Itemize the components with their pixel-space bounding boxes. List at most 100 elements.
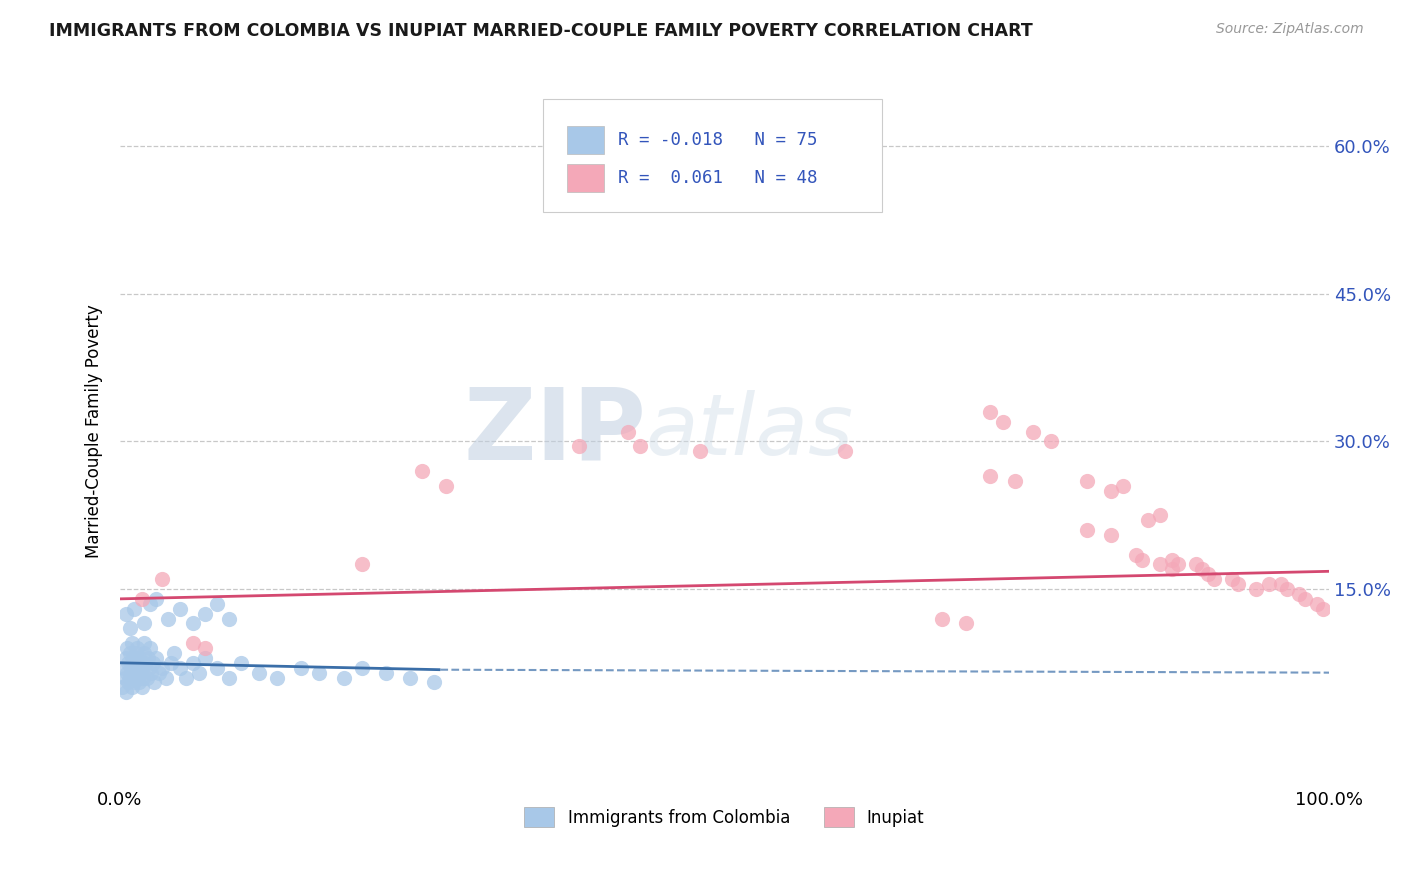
Legend: Immigrants from Colombia, Inupiat: Immigrants from Colombia, Inupiat bbox=[517, 800, 931, 834]
Point bbox=[115, 641, 138, 656]
Point bbox=[125, 646, 148, 660]
Point bbox=[121, 636, 143, 650]
Point bbox=[1191, 562, 1213, 576]
Point bbox=[399, 671, 422, 685]
Point bbox=[955, 616, 977, 631]
Point bbox=[350, 558, 373, 572]
Text: IMMIGRANTS FROM COLOMBIA VS INUPIAT MARRIED-COUPLE FAMILY POVERTY CORRELATION CH: IMMIGRANTS FROM COLOMBIA VS INUPIAT MARR… bbox=[49, 22, 1033, 40]
Point bbox=[125, 665, 148, 680]
Point bbox=[1270, 577, 1292, 591]
Point bbox=[115, 685, 138, 699]
Point bbox=[150, 661, 173, 675]
Point bbox=[127, 656, 149, 670]
Text: atlas: atlas bbox=[645, 390, 853, 473]
Point bbox=[194, 607, 217, 621]
Point bbox=[142, 656, 165, 670]
Point bbox=[1125, 548, 1147, 562]
Point bbox=[134, 616, 156, 631]
Point bbox=[112, 661, 135, 675]
Point bbox=[991, 415, 1014, 429]
Point bbox=[1099, 528, 1122, 542]
Point bbox=[111, 681, 134, 695]
Point bbox=[375, 665, 398, 680]
Point bbox=[1149, 508, 1171, 523]
Point bbox=[127, 671, 149, 685]
Point bbox=[1246, 582, 1268, 596]
Point bbox=[120, 661, 142, 675]
Text: Source: ZipAtlas.com: Source: ZipAtlas.com bbox=[1216, 22, 1364, 37]
Point bbox=[194, 641, 217, 656]
Point bbox=[266, 671, 288, 685]
Point bbox=[436, 479, 458, 493]
Point bbox=[159, 656, 181, 670]
Point bbox=[1160, 552, 1182, 566]
Point bbox=[290, 661, 312, 675]
Point bbox=[115, 651, 138, 665]
Point bbox=[132, 671, 155, 685]
Point bbox=[128, 651, 150, 665]
Point bbox=[131, 681, 153, 695]
Point bbox=[118, 671, 141, 685]
Point bbox=[308, 665, 330, 680]
Point bbox=[138, 661, 160, 675]
Point bbox=[194, 651, 217, 665]
Point bbox=[121, 681, 143, 695]
Point bbox=[176, 671, 198, 685]
Point bbox=[1312, 601, 1334, 615]
Point bbox=[411, 464, 433, 478]
Point bbox=[1257, 577, 1279, 591]
Point bbox=[148, 665, 170, 680]
Point bbox=[1130, 552, 1153, 566]
Point bbox=[181, 616, 204, 631]
Point bbox=[124, 661, 146, 675]
Point bbox=[124, 601, 146, 615]
Point bbox=[121, 656, 143, 670]
Point bbox=[616, 425, 638, 439]
Point bbox=[1167, 558, 1189, 572]
Point bbox=[187, 665, 209, 680]
Point bbox=[689, 444, 711, 458]
FancyBboxPatch shape bbox=[567, 164, 603, 192]
Point bbox=[134, 636, 156, 650]
Point bbox=[157, 611, 180, 625]
FancyBboxPatch shape bbox=[567, 126, 603, 154]
Point bbox=[1112, 479, 1135, 493]
Point bbox=[1275, 582, 1298, 596]
Text: R = -0.018   N = 75: R = -0.018 N = 75 bbox=[619, 131, 818, 149]
Point bbox=[135, 671, 157, 685]
Point bbox=[979, 469, 1001, 483]
Point bbox=[115, 607, 138, 621]
Point bbox=[181, 636, 204, 650]
Point bbox=[122, 651, 145, 665]
Y-axis label: Married-Couple Family Poverty: Married-Couple Family Poverty bbox=[86, 305, 103, 558]
Point bbox=[979, 405, 1001, 419]
Point bbox=[1204, 572, 1226, 586]
Point bbox=[1136, 513, 1159, 527]
Point bbox=[145, 651, 167, 665]
Point bbox=[131, 591, 153, 606]
Point bbox=[229, 656, 252, 670]
Point bbox=[115, 665, 138, 680]
Point bbox=[1076, 474, 1098, 488]
Point bbox=[423, 675, 446, 690]
Point bbox=[1022, 425, 1045, 439]
Point bbox=[114, 671, 136, 685]
Point bbox=[122, 671, 145, 685]
Point bbox=[128, 675, 150, 690]
Point bbox=[1197, 567, 1219, 582]
Point bbox=[124, 675, 146, 690]
Point bbox=[1288, 587, 1310, 601]
Point bbox=[142, 675, 165, 690]
FancyBboxPatch shape bbox=[543, 99, 882, 212]
Point bbox=[129, 665, 152, 680]
Point bbox=[134, 656, 156, 670]
Point bbox=[1306, 597, 1329, 611]
Point bbox=[628, 439, 651, 453]
Point bbox=[1220, 572, 1243, 586]
Point bbox=[169, 601, 191, 615]
Point bbox=[1227, 577, 1250, 591]
Point bbox=[1099, 483, 1122, 498]
Point bbox=[125, 641, 148, 656]
Point bbox=[218, 611, 240, 625]
Text: ZIP: ZIP bbox=[463, 383, 645, 480]
